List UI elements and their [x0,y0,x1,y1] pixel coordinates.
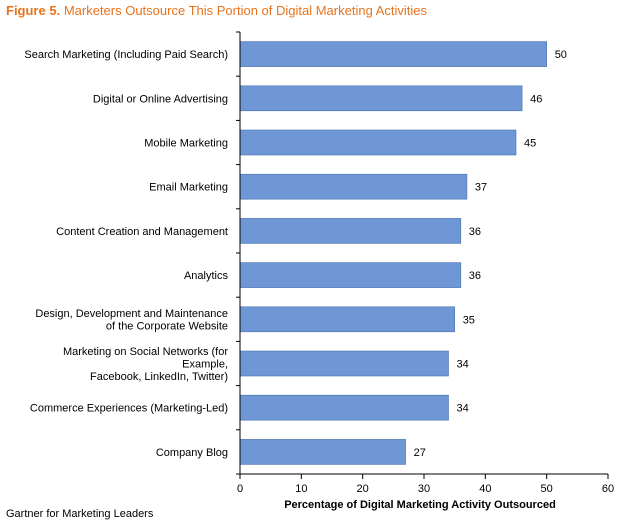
x-axis-title: Percentage of Digital Marketing Activity… [284,499,556,511]
x-tick-label: 20 [357,483,369,495]
bar [239,218,462,244]
category-label: Design, Development and Maintenance of th… [35,308,228,333]
x-tick-label: 60 [602,483,614,495]
category-label: Company Blog [156,447,228,459]
bar [239,350,449,377]
category-label: Search Marketing (Including Paid Search) [24,49,228,61]
data-label: 46 [530,93,542,105]
bar [239,85,523,112]
bar [239,394,449,421]
x-tick-label: 10 [295,483,307,495]
category-label: Digital or Online Advertising [93,93,228,105]
data-label: 27 [414,447,426,459]
x-tick-label: 0 [237,483,243,495]
category-label: Analytics [184,270,229,282]
x-tick-label: 30 [418,483,430,495]
x-tick-label: 50 [541,483,553,495]
data-label: 37 [475,182,487,194]
figure-title: Figure 5. Marketers Outsource This Porti… [6,3,427,18]
x-axis-group: 0 10 20 30 40 50 60 [236,31,614,495]
data-label: 50 [555,49,567,61]
bar [239,439,406,465]
data-label: 34 [457,359,469,371]
figure-title-text: Marketers Outsource This Portion of Digi… [63,3,427,18]
category-label: Email Marketing [149,182,228,194]
bar [239,306,455,333]
category-label: Commerce Experiences (Marketing-Led) [30,403,228,415]
bar [239,262,462,288]
x-tick-label: 40 [479,483,491,495]
value-labels-group: 50 46 45 37 36 36 35 34 34 27 [414,49,567,459]
category-label: Marketing on Social Networks (for Example… [63,346,228,383]
bar [239,173,468,200]
category-label: Mobile Marketing [144,138,228,150]
bar [239,129,517,156]
data-label: 36 [469,270,481,282]
source-note: Gartner for Marketing Leaders [6,508,154,520]
data-label: 45 [524,138,536,150]
data-label: 36 [469,226,481,238]
category-labels-group: Search Marketing (Including Paid Search)… [24,49,228,459]
data-label: 35 [463,314,475,326]
bars-group [239,41,548,465]
figure-number: Figure 5. [6,3,61,18]
bar [239,41,548,67]
category-label: Content Creation and Management [56,226,228,238]
data-label: 34 [457,403,469,415]
